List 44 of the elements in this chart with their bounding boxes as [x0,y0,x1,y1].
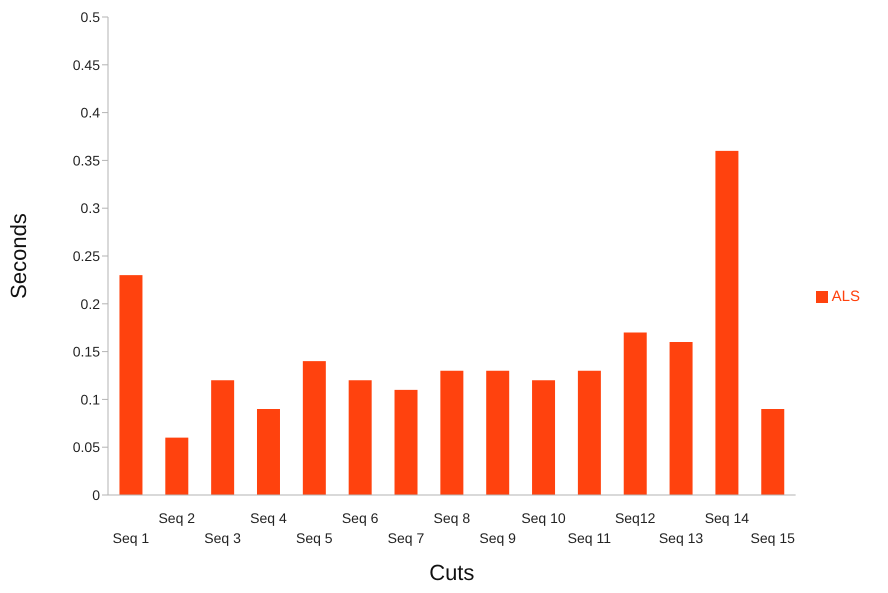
x-tick-label: Seq 9 [479,530,516,546]
bar [486,370,510,495]
bar [302,361,326,495]
bar [670,342,693,495]
bar [119,275,142,495]
y-tick-label: 0.15 [72,344,100,360]
y-tick-label: 0.05 [72,439,100,456]
bar [532,380,556,495]
x-tick-label: Seq 11 [568,530,612,546]
x-tick-label: Seq 7 [388,530,424,546]
y-tick-label: 0.3 [80,200,100,216]
bar [348,380,372,495]
x-tick-label: Seq 6 [342,510,379,526]
y-tick-label: 0.25 [72,248,100,264]
x-tick-label: Seq12 [614,510,656,526]
x-tick-label: Seq 5 [296,530,333,546]
x-tick-label: Seq 14 [704,510,750,526]
y-tick-label: 0.4 [80,104,100,121]
bar [211,380,234,495]
x-tick-label: Seq 15 [750,530,796,546]
y-axis-title: Seconds [6,213,31,299]
bar [624,332,647,495]
y-tick-label: 0.1 [80,391,100,408]
bar [256,408,280,495]
x-tick-label: Seq 3 [204,530,242,546]
bar [440,370,464,495]
x-tick-label: Seq 13 [658,530,704,546]
legend-label: ALS [832,288,860,305]
bar [578,370,601,495]
bar [761,408,784,495]
x-tick-label: Seq 8 [434,510,470,526]
y-tick-label: 0 [92,486,100,503]
x-tick-label: Seq 4 [250,510,287,526]
x-tick-label: Seq 1 [112,530,150,546]
y-tick-label: 0.35 [72,152,100,168]
y-tick-label: 0.45 [72,56,100,73]
x-axis-title: Cuts [429,560,474,585]
x-tick-label: Seq 10 [521,510,566,526]
x-tick-label: Seq 2 [158,510,196,526]
bar [394,390,418,495]
bar [715,150,738,495]
y-tick-label: 0.5 [80,8,100,25]
y-tick-label: 0.2 [80,296,100,312]
bar [165,438,188,495]
